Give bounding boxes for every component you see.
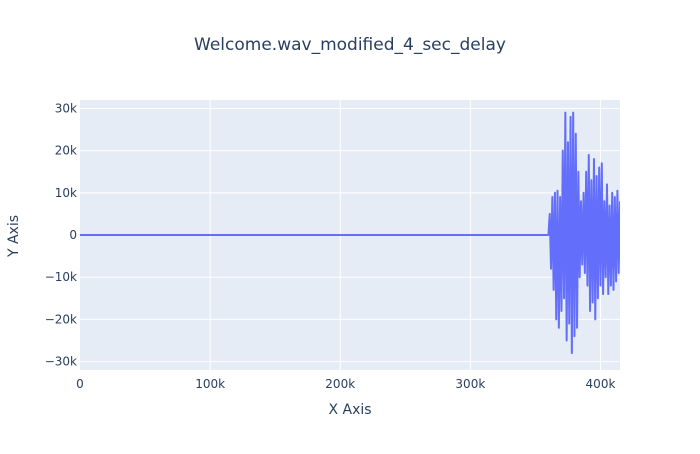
y-axis-label: Y Axis xyxy=(6,215,22,258)
series-line xyxy=(80,111,620,355)
x-tick-label: 100k xyxy=(195,377,225,391)
y-tick-labels: 30k 20k 10k 0 −10k −20k −30k xyxy=(45,101,77,368)
chart-title: Welcome.wav_modified_4_sec_delay xyxy=(194,35,506,55)
y-tick-label: 20k xyxy=(55,144,77,158)
x-axis-label: X Axis xyxy=(328,402,371,418)
y-tick-label: 30k xyxy=(55,101,77,115)
x-tick-labels: 0 100k 200k 300k 400k xyxy=(76,377,615,391)
x-tick-label: 200k xyxy=(325,377,355,391)
y-tick-label: 10k xyxy=(55,186,77,200)
y-tick-label: 0 xyxy=(69,228,77,242)
x-tick-label: 400k xyxy=(586,377,616,391)
x-tick-label: 300k xyxy=(455,377,485,391)
x-tick-label: 0 xyxy=(76,377,84,391)
y-tick-label: −30k xyxy=(45,355,77,369)
y-tick-label: −10k xyxy=(45,270,77,284)
series-layer xyxy=(80,111,620,355)
y-tick-label: −20k xyxy=(45,312,77,326)
